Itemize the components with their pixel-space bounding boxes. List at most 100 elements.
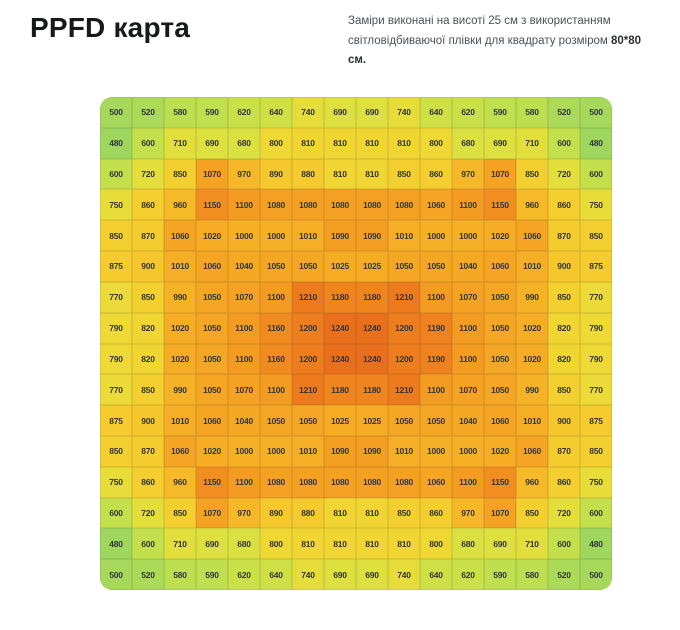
heatmap-cell: 770 bbox=[100, 374, 132, 406]
heatmap-cell: 860 bbox=[548, 189, 580, 221]
heatmap-cell: 1000 bbox=[228, 220, 260, 252]
page-title: PPFD карта bbox=[30, 12, 191, 43]
heatmap-cell: 1150 bbox=[484, 466, 516, 498]
heatmap-cell: 1010 bbox=[516, 251, 548, 282]
heatmap-cell: 690 bbox=[356, 97, 388, 128]
heatmap-cell: 480 bbox=[580, 528, 612, 560]
heatmap-cell: 480 bbox=[100, 127, 132, 159]
heatmap-cell: 850 bbox=[164, 158, 196, 190]
heatmap-cell: 590 bbox=[484, 559, 516, 590]
heatmap-cell: 1150 bbox=[196, 466, 228, 498]
heatmap-cell: 680 bbox=[452, 528, 484, 560]
heatmap-cell: 800 bbox=[420, 528, 452, 560]
heatmap-cell: 1000 bbox=[228, 435, 260, 467]
heatmap-cell: 1020 bbox=[516, 343, 548, 375]
heatmap-cell: 860 bbox=[420, 497, 452, 529]
heatmap-cell: 970 bbox=[228, 158, 260, 190]
heatmap-cell: 1150 bbox=[484, 189, 516, 221]
heatmap-cell: 1010 bbox=[388, 220, 420, 252]
heatmap-cell: 740 bbox=[388, 97, 420, 128]
heatmap-cell: 900 bbox=[548, 251, 580, 282]
measurement-description: Заміри виконані на висоті 25 см з викори… bbox=[348, 12, 648, 71]
heatmap-cell: 580 bbox=[516, 559, 548, 590]
heatmap-cell: 1240 bbox=[356, 343, 388, 375]
heatmap-cell: 900 bbox=[548, 405, 580, 436]
heatmap-cell: 1100 bbox=[420, 281, 452, 313]
heatmap-cell: 590 bbox=[196, 97, 228, 128]
heatmap-cell: 1050 bbox=[388, 251, 420, 282]
heatmap-cell: 1070 bbox=[452, 374, 484, 406]
heatmap-cell: 800 bbox=[260, 127, 292, 159]
heatmap-cell: 690 bbox=[324, 97, 356, 128]
heatmap-cell: 860 bbox=[420, 158, 452, 190]
heatmap-cell: 810 bbox=[292, 127, 324, 159]
heatmap-cell: 1000 bbox=[260, 220, 292, 252]
heatmap-cell: 810 bbox=[356, 497, 388, 529]
heatmap-cell: 890 bbox=[260, 497, 292, 529]
heatmap-cell: 850 bbox=[132, 281, 164, 313]
heatmap-cell: 1050 bbox=[196, 343, 228, 375]
heatmap-cell: 810 bbox=[356, 528, 388, 560]
heatmap-cell: 750 bbox=[100, 466, 132, 498]
heatmap-cell: 1000 bbox=[420, 220, 452, 252]
heatmap-cell: 790 bbox=[100, 312, 132, 344]
heatmap-cell: 1180 bbox=[324, 374, 356, 406]
heatmap-cell: 1210 bbox=[388, 374, 420, 406]
heatmap-cell: 1070 bbox=[196, 158, 228, 190]
heatmap-cell: 1000 bbox=[452, 435, 484, 467]
heatmap-cell: 850 bbox=[580, 435, 612, 467]
heatmap-cell: 1080 bbox=[324, 466, 356, 498]
heatmap-cell: 580 bbox=[164, 97, 196, 128]
heatmap-cell: 1100 bbox=[228, 466, 260, 498]
heatmap-cell: 1010 bbox=[292, 220, 324, 252]
heatmap-cell: 1210 bbox=[292, 374, 324, 406]
heatmap-cell: 580 bbox=[164, 559, 196, 590]
heatmap-cell: 1020 bbox=[484, 435, 516, 467]
heatmap-cell: 810 bbox=[324, 497, 356, 529]
heatmap-cell: 1060 bbox=[484, 405, 516, 436]
heatmap-cell: 970 bbox=[452, 158, 484, 190]
heatmap-cell: 960 bbox=[516, 466, 548, 498]
heatmap-cell: 1060 bbox=[420, 189, 452, 221]
heatmap-cell: 1060 bbox=[484, 251, 516, 282]
heatmap-cell: 500 bbox=[580, 97, 612, 128]
heatmap-cell: 740 bbox=[388, 559, 420, 590]
heatmap-cell: 720 bbox=[132, 497, 164, 529]
heatmap-cell: 600 bbox=[580, 497, 612, 529]
heatmap-cell: 750 bbox=[580, 466, 612, 498]
heatmap-cell: 970 bbox=[452, 497, 484, 529]
heatmap-cell: 860 bbox=[132, 466, 164, 498]
heatmap-cell: 860 bbox=[132, 189, 164, 221]
heatmap-cell: 750 bbox=[100, 189, 132, 221]
heatmap-cell: 640 bbox=[260, 97, 292, 128]
heatmap-cell: 1040 bbox=[452, 405, 484, 436]
heatmap-cell: 1020 bbox=[516, 312, 548, 344]
heatmap-cell: 810 bbox=[356, 158, 388, 190]
heatmap-cell: 600 bbox=[100, 158, 132, 190]
heatmap-cell: 1060 bbox=[196, 405, 228, 436]
heatmap-cell: 810 bbox=[324, 158, 356, 190]
heatmap-cell: 1090 bbox=[324, 220, 356, 252]
heatmap-cell: 890 bbox=[260, 158, 292, 190]
heatmap-cell: 800 bbox=[260, 528, 292, 560]
heatmap-cell: 1020 bbox=[164, 312, 196, 344]
heatmap-cell: 1160 bbox=[260, 343, 292, 375]
heatmap-cell: 850 bbox=[548, 374, 580, 406]
heatmap-cell: 1100 bbox=[452, 466, 484, 498]
heatmap-cell: 500 bbox=[100, 559, 132, 590]
heatmap-cell: 770 bbox=[100, 281, 132, 313]
heatmap-cell: 1080 bbox=[356, 189, 388, 221]
heatmap-cell: 1240 bbox=[324, 343, 356, 375]
heatmap-cell: 720 bbox=[132, 158, 164, 190]
heatmap-cell: 1060 bbox=[164, 220, 196, 252]
heatmap-cell: 1210 bbox=[388, 281, 420, 313]
heatmap-cell: 1000 bbox=[260, 435, 292, 467]
heatmap-cell: 1050 bbox=[420, 251, 452, 282]
heatmap-cell: 600 bbox=[132, 127, 164, 159]
heatmap-cell: 1100 bbox=[260, 281, 292, 313]
measurement-square-size: 80*80 см. bbox=[348, 34, 642, 67]
heatmap-cell: 1080 bbox=[324, 189, 356, 221]
heatmap-cell: 1100 bbox=[260, 374, 292, 406]
heatmap-cell: 1180 bbox=[356, 281, 388, 313]
heatmap-cell: 1050 bbox=[260, 405, 292, 436]
